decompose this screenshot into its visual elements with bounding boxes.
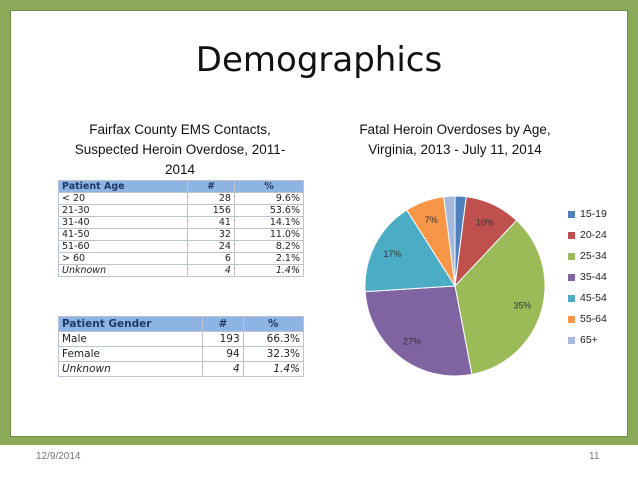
legend-swatch xyxy=(568,337,575,344)
legend-label: 15-19 xyxy=(580,208,607,220)
table-row: 51-60 24 8.2% xyxy=(57,240,305,253)
table-cell: 28 xyxy=(187,192,235,205)
table-cell: 94 xyxy=(202,346,244,362)
table-cell: 32 xyxy=(187,228,235,241)
gender-table: Patient Gender # % Male 193 66.3% Female… xyxy=(57,316,305,377)
table-cell: Unknown xyxy=(57,361,204,377)
header-cell: % xyxy=(242,316,305,332)
page-number: 11 xyxy=(589,451,600,462)
table-cell: 1.4% xyxy=(242,361,305,377)
table-row: Unknown 4 1.4% xyxy=(57,264,305,277)
legend-label: 35-44 xyxy=(580,271,607,283)
table-row: 41-50 32 11.0% xyxy=(57,228,305,241)
table-cell: 14.1% xyxy=(233,216,305,229)
table-row: > 60 6 2.1% xyxy=(57,252,305,265)
legend-swatch xyxy=(568,211,575,218)
legend-label: 20-24 xyxy=(580,229,607,241)
pie-label-20-24: 10% xyxy=(476,217,494,227)
legend-label: 45-54 xyxy=(580,292,607,304)
header-cell: # xyxy=(187,180,235,193)
table-row: 31-40 41 14.1% xyxy=(57,216,305,229)
table-row: Female 94 32.3% xyxy=(57,346,305,362)
age-table: Patient Age # % < 20 28 9.6% 21-30 156 5… xyxy=(57,180,305,277)
table-header-row: Patient Age # % xyxy=(57,180,305,193)
header-cell: # xyxy=(202,316,244,332)
legend-swatch xyxy=(568,232,575,239)
table-header-row: Patient Gender # % xyxy=(57,316,305,332)
pie-chart: 2%10%35%27%17%7%2% xyxy=(364,195,546,377)
table-cell: Unknown xyxy=(57,264,189,277)
header-cell: Patient Gender xyxy=(57,316,204,332)
legend-item-25-34: 25-34 xyxy=(568,250,628,264)
table-row: Male 193 66.3% xyxy=(57,331,305,347)
table-cell: 32.3% xyxy=(242,346,305,362)
table-cell: 41-50 xyxy=(57,228,189,241)
table-row: 21-30 156 53.6% xyxy=(57,204,305,217)
legend-item-55-64: 55-64 xyxy=(568,313,628,327)
table-cell: 9.6% xyxy=(233,192,305,205)
legend-item-35-44: 35-44 xyxy=(568,271,628,285)
legend-item-65+: 65+ xyxy=(568,334,628,348)
table-cell: 21-30 xyxy=(57,204,189,217)
table-cell: 8.2% xyxy=(233,240,305,253)
pie-label-35-44: 27% xyxy=(403,336,421,346)
table-cell: 4 xyxy=(202,361,244,377)
table-row: Unknown 4 1.4% xyxy=(57,361,305,377)
table-cell: 193 xyxy=(202,331,244,347)
header-cell: Patient Age xyxy=(57,180,189,193)
pie-label-25-34: 35% xyxy=(513,301,531,311)
table-cell: 51-60 xyxy=(57,240,189,253)
table-cell: 66.3% xyxy=(242,331,305,347)
ems-table-caption: Fairfax County EMS Contacts, Suspected H… xyxy=(74,122,286,177)
legend-swatch xyxy=(568,274,575,281)
legend-swatch xyxy=(568,253,575,260)
pie-slice-65+ xyxy=(443,195,456,287)
pie-label-45-54: 17% xyxy=(383,249,401,259)
legend-item-15-19: 15-19 xyxy=(568,208,628,222)
table-cell: 6 xyxy=(187,252,235,265)
table-cell: > 60 xyxy=(57,252,189,265)
legend-item-45-54: 45-54 xyxy=(568,292,628,306)
table-cell: Female xyxy=(57,346,204,362)
pie-label-55-64: 7% xyxy=(425,215,438,225)
table-cell: 53.6% xyxy=(233,204,305,217)
table-cell: 2.1% xyxy=(233,252,305,265)
legend-label: 25-34 xyxy=(580,250,607,262)
legend-label: 65+ xyxy=(580,334,598,346)
table-cell: 11.0% xyxy=(233,228,305,241)
table-cell: Male xyxy=(57,331,204,347)
table-cell: < 20 xyxy=(57,192,189,205)
footer-band xyxy=(0,445,638,479)
pie-slice-35-44 xyxy=(364,285,473,377)
legend-label: 55-64 xyxy=(580,313,607,325)
page-title: Demographics xyxy=(195,40,443,80)
table-cell: 31-40 xyxy=(57,216,189,229)
legend-swatch xyxy=(568,295,575,302)
table-cell: 24 xyxy=(187,240,235,253)
legend-item-20-24: 20-24 xyxy=(568,229,628,243)
table-cell: 4 xyxy=(187,264,235,277)
table-cell: 1.4% xyxy=(233,264,305,277)
pie-slice-25-34 xyxy=(454,219,546,375)
header-cell: % xyxy=(233,180,305,193)
chart-title: Fatal Heroin Overdoses by Age, Virginia,… xyxy=(359,122,551,157)
table-cell: 156 xyxy=(187,204,235,217)
legend-swatch xyxy=(568,316,575,323)
table-row: < 20 28 9.6% xyxy=(57,192,305,205)
slide-date: 12/9/2014 xyxy=(36,451,81,462)
pie-slice-45-54 xyxy=(364,209,456,293)
table-cell: 41 xyxy=(187,216,235,229)
